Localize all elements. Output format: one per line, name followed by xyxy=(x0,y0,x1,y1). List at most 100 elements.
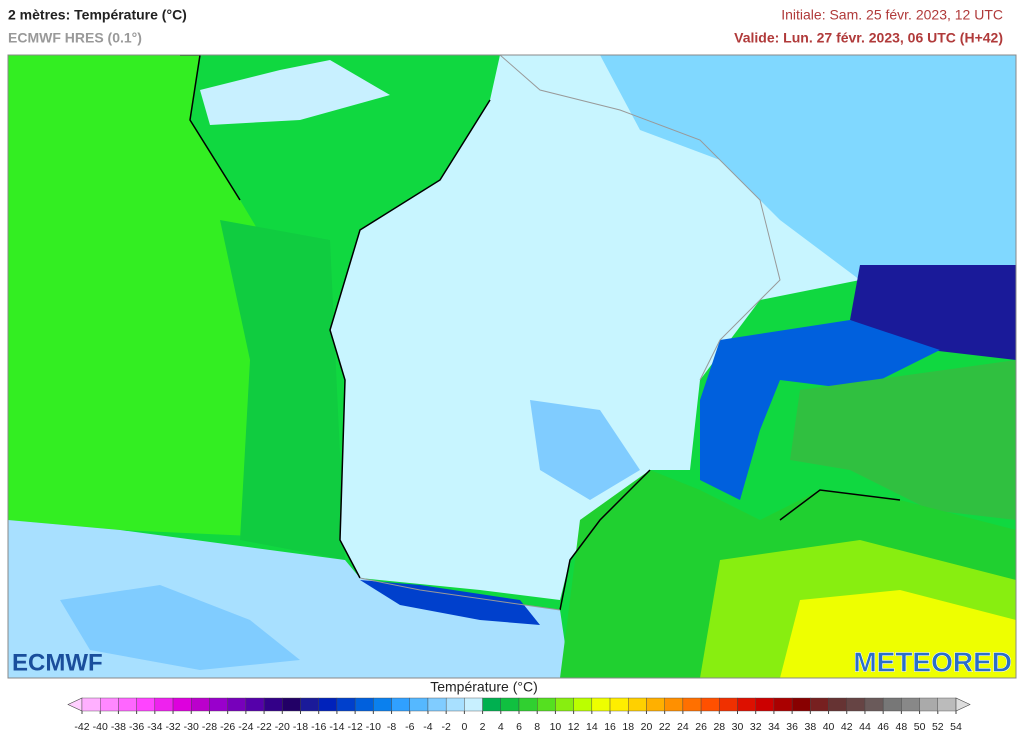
colorbar-cell xyxy=(445,697,465,712)
tick-label: 14 xyxy=(586,721,598,733)
colorbar-cell xyxy=(646,697,665,712)
colorbar-cell xyxy=(318,697,338,712)
tick-label: -32 xyxy=(165,721,180,733)
tick-label: -20 xyxy=(275,721,290,733)
tick-label: 8 xyxy=(534,721,540,733)
tick-label: -30 xyxy=(184,721,199,733)
colorbar-cell xyxy=(373,697,392,712)
tick-label: 32 xyxy=(750,721,762,733)
tick-label: -36 xyxy=(129,721,144,733)
tick-label: 46 xyxy=(877,721,889,733)
tick-label: -8 xyxy=(387,721,396,733)
colorbar-cell xyxy=(172,697,192,712)
colorbar: -42 -40 -38 -36 -34 -32 -30 -28 -26 -24 -22 -20 -18-… xyxy=(67,697,971,733)
tick-label: 6 xyxy=(516,721,522,733)
tick-label: 20 xyxy=(641,721,653,733)
colorbar-cell xyxy=(154,697,174,712)
tick-label: 22 xyxy=(659,721,671,733)
tick-label: 54 xyxy=(950,721,962,733)
colorbar-cell xyxy=(409,697,429,712)
tick-label: -16 xyxy=(311,721,326,733)
colorbar-end xyxy=(67,697,83,712)
tick-label: 10 xyxy=(550,721,562,733)
tick-label: -4 xyxy=(423,721,432,733)
tick-label: 44 xyxy=(859,721,871,733)
tick-label: 34 xyxy=(768,721,780,733)
colorbar-cell xyxy=(937,697,957,712)
tick-label: -40 xyxy=(93,721,108,733)
colorbar-cell xyxy=(773,697,793,712)
colorbar-cell xyxy=(755,697,775,712)
tick-label: 16 xyxy=(604,721,616,733)
colorbar-cell xyxy=(191,697,210,712)
colorbar-cell xyxy=(245,697,265,712)
tick-label: 48 xyxy=(896,721,908,733)
colorbar-cell xyxy=(391,697,410,712)
subtitle: ECMWF HRES (0.1°) xyxy=(8,30,142,46)
tick-label: -18 xyxy=(293,721,308,733)
colorbar-cell xyxy=(100,697,119,712)
tick-label: -26 xyxy=(220,721,235,733)
colorbar-cell xyxy=(537,697,556,712)
initial-time: Initiale: Sam. 25 févr. 2023, 12 UTC xyxy=(781,7,1003,23)
colorbar-cell xyxy=(227,697,247,712)
meteored-logo: METEORED xyxy=(853,646,1012,677)
colorbar-cell xyxy=(700,697,720,712)
colorbar-cell xyxy=(591,697,611,712)
tick-label: 36 xyxy=(786,721,798,733)
tick-label: -24 xyxy=(238,721,253,733)
legend-title: Température (°C) xyxy=(430,679,538,695)
colorbar-cell xyxy=(500,697,520,712)
colorbar-cell xyxy=(810,697,829,712)
colorbar-cell xyxy=(919,697,938,712)
map xyxy=(7,54,1017,679)
tick-label: 12 xyxy=(568,721,580,733)
colorbar-cell xyxy=(209,697,228,712)
tick-label: -12 xyxy=(348,721,363,733)
tick-label: -2 xyxy=(441,721,450,733)
colorbar-cell xyxy=(791,697,811,712)
tick-label: -10 xyxy=(366,721,381,733)
colorbar-cell xyxy=(354,697,374,712)
colorbar-cell xyxy=(464,697,483,712)
colorbar-cell xyxy=(864,697,884,712)
colorbar-cell xyxy=(282,697,301,712)
tick-label: -14 xyxy=(329,721,344,733)
tick-label: -34 xyxy=(147,721,162,733)
tick-label: -22 xyxy=(256,721,271,733)
tick-label: 0 xyxy=(461,721,467,733)
colorbar-cell xyxy=(336,697,356,712)
tick-label: 42 xyxy=(841,721,853,733)
tick-label: -42 xyxy=(74,721,89,733)
tick-label: 4 xyxy=(498,721,504,733)
title: 2 mètres: Température (°C) xyxy=(8,7,187,23)
colorbar-cell xyxy=(882,697,902,712)
colorbar-cell xyxy=(628,697,647,712)
tick-label: 18 xyxy=(622,721,634,733)
colorbar-cell xyxy=(737,697,756,712)
colorbar-cell xyxy=(609,697,629,712)
colorbar-cell xyxy=(846,697,866,712)
colorbar-cell xyxy=(828,697,847,712)
tick-label: 38 xyxy=(804,721,816,733)
colorbar-end xyxy=(955,697,971,712)
tick-label: 28 xyxy=(713,721,725,733)
colorbar-cell xyxy=(136,697,156,712)
tick-label: 40 xyxy=(823,721,835,733)
colorbar-cell xyxy=(901,697,920,712)
colorbar-cell xyxy=(81,697,101,712)
tick-label: 50 xyxy=(914,721,926,733)
colorbar-cell xyxy=(555,697,574,712)
tick-label: 24 xyxy=(677,721,689,733)
colorbar-cell xyxy=(427,697,447,712)
tick-label: -6 xyxy=(405,721,414,733)
colorbar-cell xyxy=(482,697,501,712)
tick-label: 2 xyxy=(480,721,486,733)
colorbar-cell xyxy=(118,697,137,712)
colorbar-cell xyxy=(682,697,702,712)
colorbar-cell xyxy=(573,697,593,712)
colorbar-cell xyxy=(263,697,283,712)
colorbar-cell xyxy=(300,697,319,712)
colorbar-cell xyxy=(518,697,538,712)
